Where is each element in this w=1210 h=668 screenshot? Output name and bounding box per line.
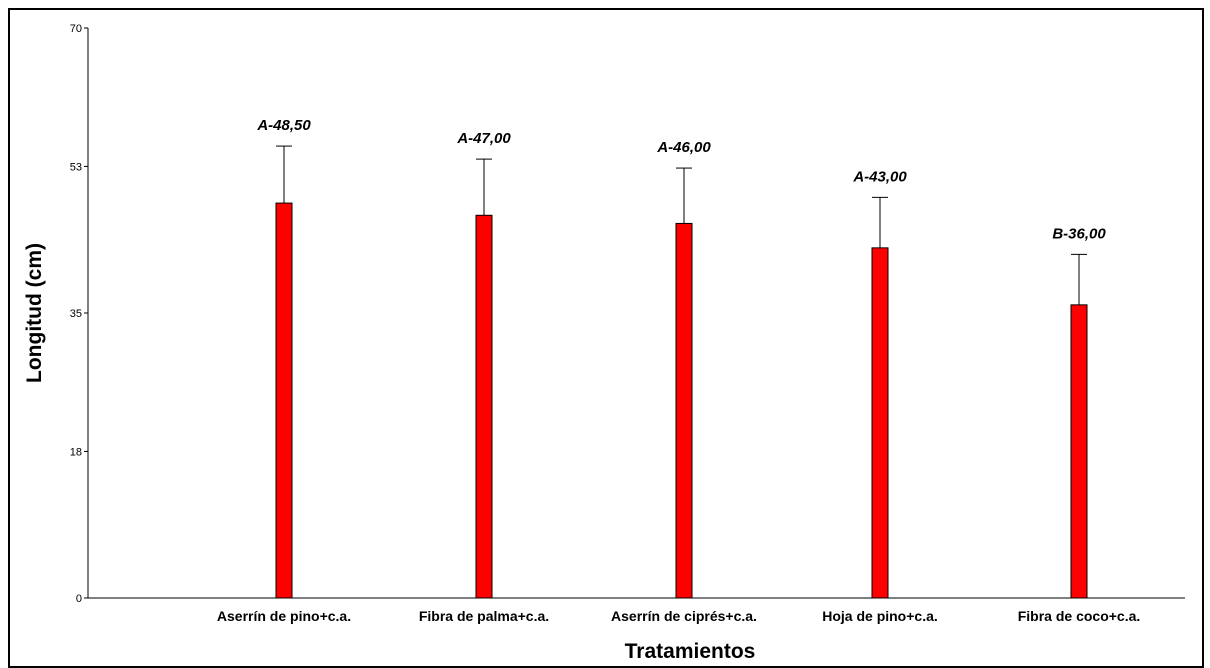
bar — [1070, 304, 1088, 599]
data-labels: A-48,50 A-47,00 A-46,00 A-43,00 B-36,00 — [256, 117, 1106, 242]
axes — [87, 28, 1185, 599]
data-label: B-36,00 — [1052, 225, 1106, 242]
bar — [871, 247, 889, 599]
bar — [675, 222, 693, 599]
y-axis-title: Longitud (cm) — [23, 243, 46, 383]
x-tick-label: Aserrín de pino+c.a. — [217, 608, 351, 624]
y-ticks: 0 18 35 53 70 — [70, 23, 88, 605]
y-tick-label: 53 — [70, 161, 82, 173]
x-tick-label: Aserrín de ciprés+c.a. — [611, 608, 757, 624]
chart-frame — [8, 8, 1204, 668]
x-tick-label: Hoja de pino+c.a. — [822, 608, 938, 624]
bar — [275, 202, 293, 599]
bars — [275, 202, 1088, 599]
x-axis-title: Tratamientos — [625, 640, 756, 663]
bar — [475, 214, 493, 599]
data-label: A-48,50 — [256, 117, 311, 134]
data-label: A-43,00 — [852, 168, 907, 185]
y-tick-label: 70 — [70, 23, 82, 35]
y-tick-label: 18 — [70, 446, 82, 458]
data-label: A-47,00 — [456, 130, 511, 147]
error-bars — [276, 145, 1087, 305]
category-labels: Aserrín de pino+c.a. Fibra de palma+c.a. A… — [217, 608, 1140, 624]
y-tick-label: 0 — [76, 593, 82, 605]
y-tick-label: 35 — [70, 308, 82, 320]
x-tick-label: Fibra de coco+c.a. — [1018, 608, 1141, 624]
x-tick-label: Fibra de palma+c.a. — [419, 608, 549, 624]
data-label: A-46,00 — [656, 139, 711, 156]
